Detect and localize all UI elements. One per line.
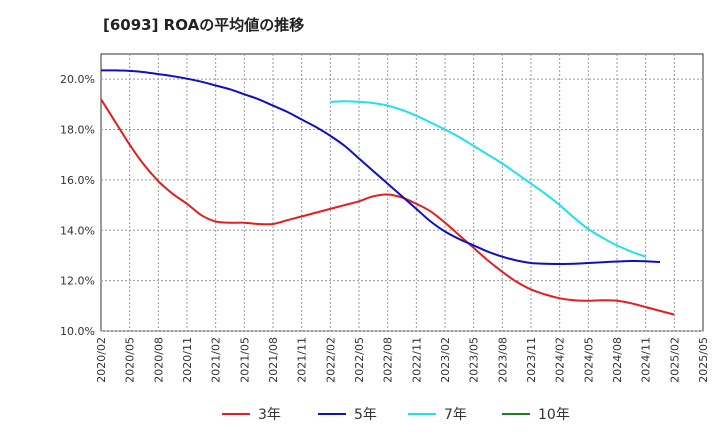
y-tick-label: 16.0% bbox=[60, 174, 95, 187]
legend-label: 3年 bbox=[258, 407, 281, 423]
x-tick-label: 2022/05 bbox=[353, 337, 366, 383]
legend-label: 10年 bbox=[538, 407, 570, 423]
chart-title: [6093] ROAの平均値の推移 bbox=[103, 16, 305, 34]
series-line bbox=[100, 69, 661, 266]
y-tick-label: 20.0% bbox=[60, 73, 95, 86]
x-tick-label: 2024/08 bbox=[611, 337, 624, 383]
legend: 3年 5年 7年 10年 bbox=[222, 407, 570, 423]
x-tick-label: 2021/02 bbox=[210, 337, 223, 383]
x-tick-label: 2023/08 bbox=[496, 337, 509, 383]
x-tick-label: 2020/08 bbox=[152, 337, 165, 383]
x-tick-label: 2020/02 bbox=[95, 337, 108, 383]
legend-label: 7年 bbox=[444, 407, 467, 423]
x-tick-label: 2022/11 bbox=[410, 337, 423, 383]
x-tick-label: 2023/05 bbox=[468, 337, 481, 383]
x-tick-label: 2024/02 bbox=[554, 337, 567, 383]
series-lines bbox=[100, 69, 675, 316]
x-axis-ticks: 2020/02 2020/05 2020/08 2020/11 2021/02 2021/… bbox=[95, 337, 710, 383]
x-tick-label: 2022/08 bbox=[382, 337, 395, 383]
x-tick-label: 2021/05 bbox=[238, 337, 251, 383]
x-tick-label: 2023/02 bbox=[439, 337, 452, 383]
legend-label: 5年 bbox=[354, 407, 377, 423]
y-tick-label: 12.0% bbox=[60, 275, 95, 288]
x-tick-label: 2025/02 bbox=[668, 337, 681, 383]
y-tick-label: 18.0% bbox=[60, 124, 95, 137]
grid bbox=[101, 54, 703, 332]
y-tick-label: 10.0% bbox=[60, 325, 95, 338]
x-tick-label: 2024/05 bbox=[582, 337, 595, 383]
y-tick-label: 14.0% bbox=[60, 224, 95, 237]
plot-area bbox=[100, 53, 704, 332]
x-tick-label: 2021/11 bbox=[296, 337, 309, 383]
x-tick-label: 2025/05 bbox=[697, 337, 710, 383]
x-tick-label: 2020/05 bbox=[124, 337, 137, 383]
x-tick-label: 2024/11 bbox=[640, 337, 653, 383]
x-tick-label: 2022/02 bbox=[324, 337, 337, 383]
series-line bbox=[330, 100, 647, 258]
x-tick-label: 2023/11 bbox=[525, 337, 538, 383]
x-tick-label: 2020/11 bbox=[181, 337, 194, 383]
series-line bbox=[100, 98, 675, 316]
y-axis-ticks: 10.0% 12.0% 14.0% 16.0% 18.0% 20.0% bbox=[60, 73, 95, 338]
x-tick-label: 2021/08 bbox=[267, 337, 280, 383]
